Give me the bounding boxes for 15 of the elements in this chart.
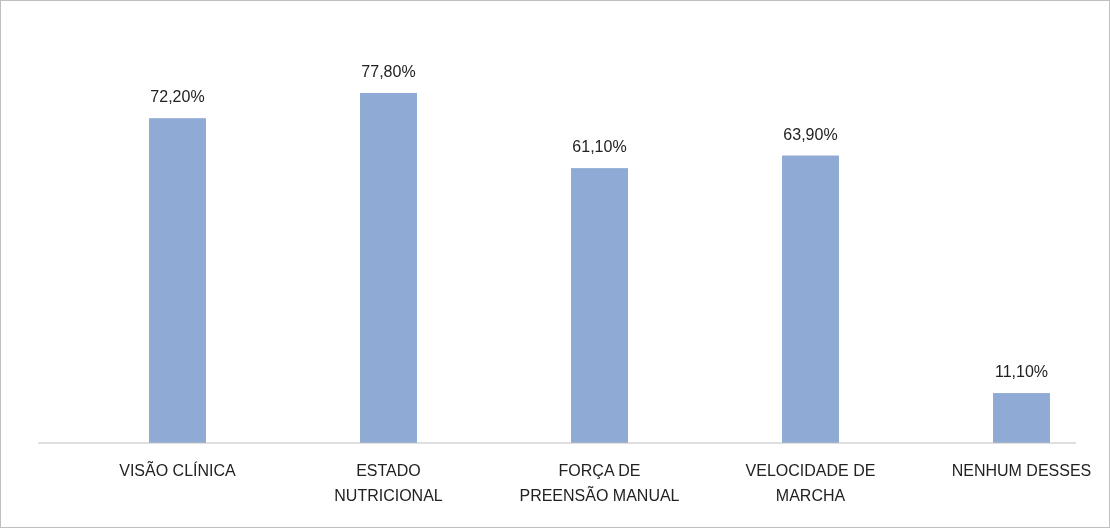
x-tick-label: VISÃO CLÍNICA [119,460,237,479]
x-tick-label: ESTADO NUTRICIONAL [334,462,443,504]
x-tick-label: VELOCIDADE DE MARCHA [745,462,876,504]
bar [360,93,417,443]
x-tick-label: NENHUM DESSES [951,462,1092,479]
bar [571,168,628,443]
bar [993,393,1050,443]
x-tick-label: FORÇA DE PREENSÃO MANUAL [519,462,680,504]
data-label: 72,20% [150,88,205,106]
data-label: 11,10% [994,363,1049,381]
data-label: 61,10% [572,138,627,156]
data-label: 63,90% [783,125,838,143]
data-label: 77,80% [361,63,416,80]
bar [782,155,839,443]
bar [149,118,206,443]
